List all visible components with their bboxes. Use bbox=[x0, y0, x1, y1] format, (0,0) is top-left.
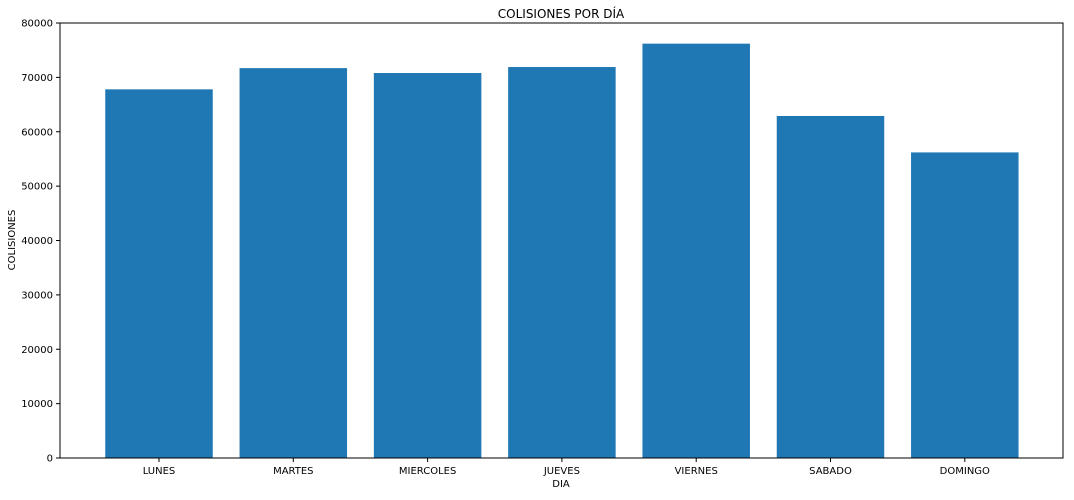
x-tick-label: DOMINGO bbox=[940, 466, 990, 477]
y-tick-label: 50000 bbox=[21, 182, 53, 193]
x-axis: LUNES MARTES MIERCOLES JUEVES VIERNES SABADO D… bbox=[143, 458, 990, 477]
bar-martes bbox=[239, 68, 348, 458]
x-tick-label: MARTES bbox=[273, 466, 313, 477]
y-tick-label: 70000 bbox=[21, 73, 53, 84]
y-tick-label: 20000 bbox=[21, 345, 53, 356]
y-tick-label: 40000 bbox=[21, 236, 53, 247]
x-axis-label: DIA bbox=[552, 479, 570, 490]
y-tick-label: 60000 bbox=[21, 127, 53, 138]
x-tick-label: MIERCOLES bbox=[399, 466, 456, 477]
x-tick-label: SABADO bbox=[809, 466, 852, 477]
bar-miercoles bbox=[373, 73, 482, 459]
y-axis-label: COLISIONES bbox=[7, 210, 18, 271]
y-axis: 0 10000 20000 30000 40000 50000 60000 70000 8000… bbox=[21, 19, 60, 465]
y-tick-label: 0 bbox=[47, 454, 53, 465]
bar-lunes bbox=[105, 89, 213, 458]
bar-sabado bbox=[776, 115, 885, 458]
x-tick-label: LUNES bbox=[143, 466, 176, 477]
bar-domingo bbox=[911, 152, 1019, 458]
chart-title: COLISIONES POR DÍA bbox=[498, 6, 625, 21]
bar-viernes bbox=[642, 43, 750, 458]
bars-layer bbox=[105, 43, 1019, 459]
y-tick-label: 80000 bbox=[21, 19, 53, 30]
y-tick-label: 30000 bbox=[21, 290, 53, 301]
bar-jueves bbox=[508, 67, 616, 458]
x-tick-label: JUEVES bbox=[543, 466, 580, 477]
y-tick-label: 10000 bbox=[21, 399, 53, 410]
x-tick-label: VIERNES bbox=[675, 466, 718, 477]
plot-frame bbox=[59, 22, 1064, 459]
